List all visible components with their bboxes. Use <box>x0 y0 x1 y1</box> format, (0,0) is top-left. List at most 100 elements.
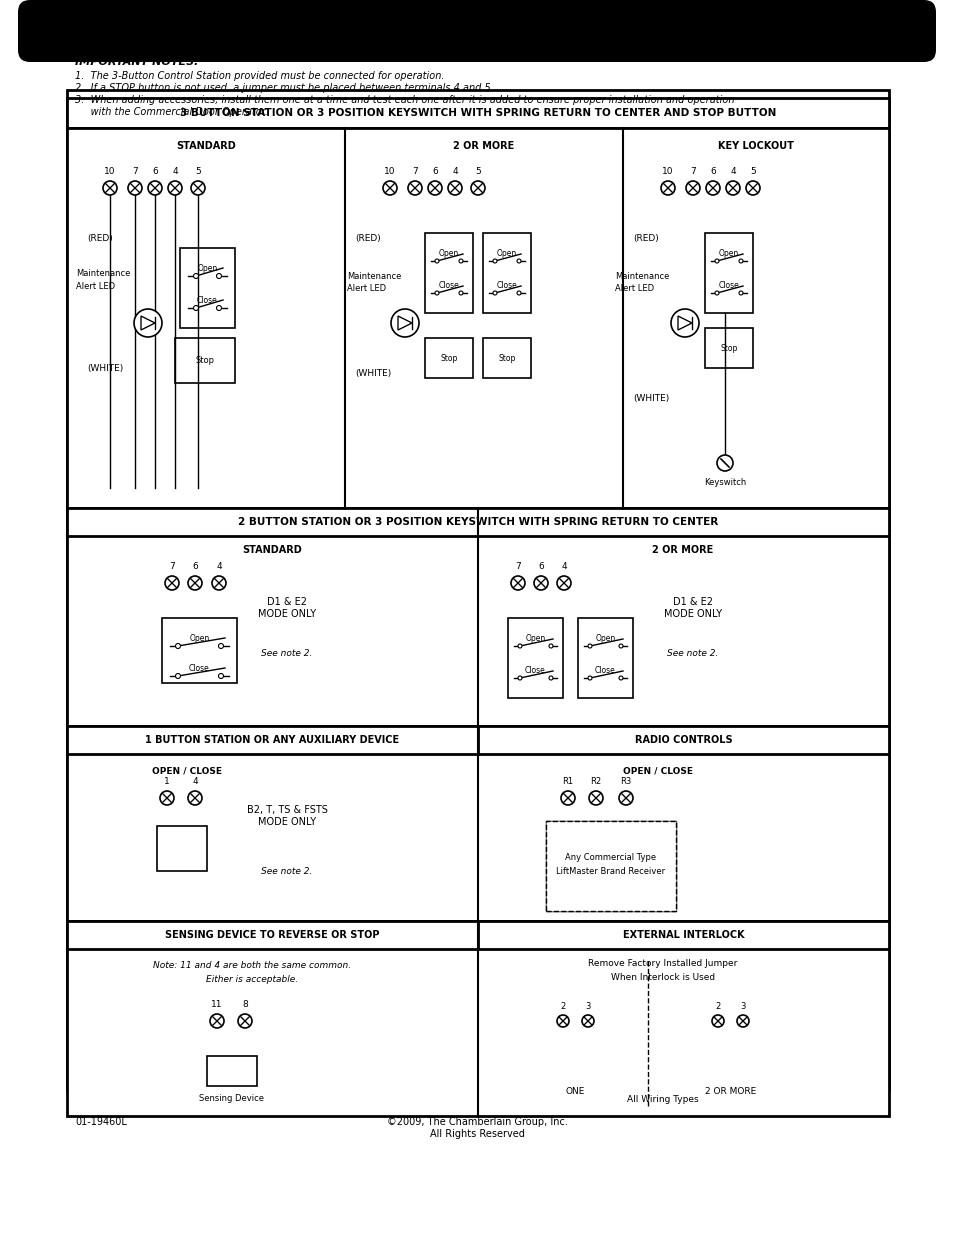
Circle shape <box>717 454 732 471</box>
Text: 4: 4 <box>216 562 222 571</box>
Circle shape <box>517 643 521 648</box>
Text: Close: Close <box>595 666 616 674</box>
Circle shape <box>705 182 720 195</box>
Circle shape <box>548 643 553 648</box>
Circle shape <box>557 1015 568 1028</box>
Text: D1 & E2
MODE ONLY: D1 & E2 MODE ONLY <box>663 598 721 619</box>
Text: (RED): (RED) <box>355 233 380 242</box>
Circle shape <box>458 259 462 263</box>
Text: 5: 5 <box>195 167 201 177</box>
Text: 4: 4 <box>172 167 177 177</box>
Text: 7: 7 <box>169 562 174 571</box>
Bar <box>424 233 473 312</box>
Circle shape <box>560 790 575 805</box>
Bar <box>545 821 676 911</box>
Text: Alert LED: Alert LED <box>615 284 654 293</box>
Text: 1.  The 3-Button Control Station provided must be connected for operation.: 1. The 3-Button Control Station provided… <box>75 70 444 82</box>
Bar <box>477 726 888 755</box>
Bar <box>424 338 473 378</box>
Text: (WHITE): (WHITE) <box>87 363 123 373</box>
Circle shape <box>191 182 205 195</box>
Bar <box>180 248 234 329</box>
Circle shape <box>493 291 497 295</box>
Circle shape <box>517 676 521 680</box>
Text: Sensing Device: Sensing Device <box>199 1094 264 1103</box>
Circle shape <box>511 576 524 590</box>
Text: 2 OR MORE: 2 OR MORE <box>704 1087 756 1095</box>
Circle shape <box>548 676 553 680</box>
Text: (RED): (RED) <box>633 233 659 242</box>
Circle shape <box>493 259 497 263</box>
Text: Alert LED: Alert LED <box>347 284 386 293</box>
Text: Open: Open <box>595 634 615 642</box>
Circle shape <box>133 309 162 337</box>
Text: 6: 6 <box>152 167 157 177</box>
Circle shape <box>218 643 223 648</box>
Text: Open: Open <box>497 248 517 258</box>
Circle shape <box>739 259 742 263</box>
Text: 6: 6 <box>432 167 437 177</box>
Bar <box>67 508 888 726</box>
Text: Stop: Stop <box>195 356 214 366</box>
Circle shape <box>216 273 221 279</box>
Text: Open: Open <box>438 248 458 258</box>
Text: All Wiring Types: All Wiring Types <box>626 1095 699 1104</box>
Text: OPEN / CLOSE: OPEN / CLOSE <box>622 767 692 776</box>
Text: 6: 6 <box>192 562 197 571</box>
Circle shape <box>216 305 221 310</box>
Text: 2.  If a STOP button is not used, a jumper must be placed between terminals 4 an: 2. If a STOP button is not used, a jumpe… <box>75 83 494 93</box>
Text: 2 OR MORE: 2 OR MORE <box>453 141 514 151</box>
Circle shape <box>382 182 396 195</box>
Circle shape <box>408 182 421 195</box>
Text: Maintenance: Maintenance <box>347 272 401 280</box>
Text: LiftMaster Brand Receiver: LiftMaster Brand Receiver <box>556 867 665 876</box>
Circle shape <box>188 576 202 590</box>
Text: Open: Open <box>719 248 739 258</box>
Text: 7: 7 <box>412 167 417 177</box>
Circle shape <box>128 182 142 195</box>
Text: 4: 4 <box>729 167 735 177</box>
Text: B2, T, TS & FSTS
MODE ONLY: B2, T, TS & FSTS MODE ONLY <box>246 805 327 826</box>
Bar <box>162 618 236 683</box>
Text: 4: 4 <box>192 777 197 785</box>
Text: 8: 8 <box>242 1000 248 1009</box>
Circle shape <box>391 309 418 337</box>
Text: Keyswitch: Keyswitch <box>703 478 745 487</box>
Text: OPEN / CLOSE: OPEN / CLOSE <box>152 767 222 776</box>
Bar <box>578 618 633 698</box>
Bar <box>157 826 207 871</box>
Circle shape <box>193 305 198 310</box>
Text: 10: 10 <box>104 167 115 177</box>
Text: 7: 7 <box>515 562 520 571</box>
Circle shape <box>175 673 180 678</box>
Circle shape <box>148 182 162 195</box>
Bar <box>482 233 531 312</box>
Text: Close: Close <box>189 663 210 673</box>
Text: 3: 3 <box>740 1002 745 1011</box>
Text: Alert LED: Alert LED <box>76 282 115 290</box>
Bar <box>507 618 562 698</box>
Text: 2 OR MORE: 2 OR MORE <box>652 545 713 555</box>
Circle shape <box>237 1014 252 1028</box>
Text: 4: 4 <box>452 167 457 177</box>
Circle shape <box>714 291 719 295</box>
Circle shape <box>212 576 226 590</box>
Text: Close: Close <box>197 295 217 305</box>
Circle shape <box>739 291 742 295</box>
Text: R3: R3 <box>619 777 631 785</box>
Text: 2 BUTTON STATION OR 3 POSITION KEYSWITCH WITH SPRING RETURN TO CENTER: 2 BUTTON STATION OR 3 POSITION KEYSWITCH… <box>237 517 718 527</box>
Text: Close: Close <box>718 280 739 289</box>
Circle shape <box>175 643 180 648</box>
Circle shape <box>435 259 438 263</box>
Text: Note: 11 and 4 are both the same common.: Note: 11 and 4 are both the same common. <box>152 962 351 971</box>
Text: Remove Factory Installed Jumper: Remove Factory Installed Jumper <box>588 960 737 968</box>
Circle shape <box>581 1015 594 1028</box>
Circle shape <box>685 182 700 195</box>
Text: 11: 11 <box>211 1000 222 1009</box>
Circle shape <box>517 291 520 295</box>
Bar <box>67 726 477 755</box>
Text: D1 & E2
MODE ONLY: D1 & E2 MODE ONLY <box>257 598 315 619</box>
Text: ONE: ONE <box>565 1087 584 1095</box>
Text: 3.  When adding accessories, install them one at a time and test each one after : 3. When adding accessories, install them… <box>75 95 734 105</box>
Circle shape <box>618 676 622 680</box>
